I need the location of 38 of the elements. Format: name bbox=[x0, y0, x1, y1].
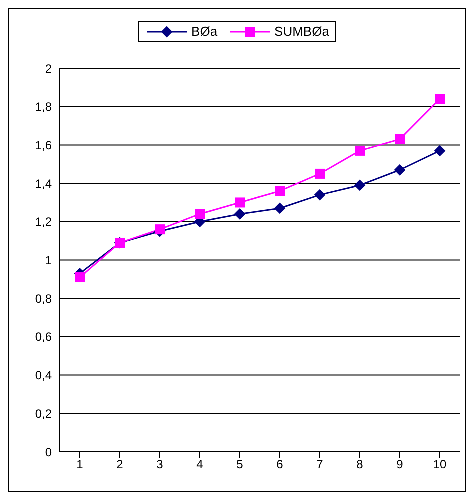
point bbox=[355, 146, 365, 156]
x-tick-label: 7 bbox=[316, 458, 324, 472]
y-tick-label: 1,6 bbox=[35, 138, 52, 152]
point bbox=[314, 190, 326, 201]
point bbox=[75, 272, 85, 283]
point bbox=[354, 180, 366, 191]
y-tick-label: 1,2 bbox=[35, 215, 52, 230]
x-tick-label: 6 bbox=[276, 458, 284, 472]
point bbox=[275, 186, 285, 196]
point bbox=[274, 202, 286, 214]
x-tick-label: 8 bbox=[356, 458, 364, 472]
x-tick-label: 5 bbox=[236, 458, 244, 472]
y-tick-label: 1,8 bbox=[35, 100, 52, 114]
x-tick-label: 4 bbox=[196, 458, 204, 472]
point bbox=[234, 208, 246, 220]
point bbox=[315, 168, 325, 179]
x-tick-label: 3 bbox=[156, 458, 164, 472]
x-tick-label: 2 bbox=[116, 458, 124, 472]
point bbox=[235, 198, 245, 208]
point bbox=[394, 164, 406, 176]
y-tick-label: 0 bbox=[45, 445, 52, 460]
point bbox=[434, 145, 446, 156]
legend-label: BØa bbox=[192, 24, 218, 39]
y-tick-label: 0,8 bbox=[35, 292, 52, 306]
point bbox=[155, 224, 165, 235]
point bbox=[395, 134, 405, 144]
y-tick-label: 1 bbox=[45, 254, 52, 268]
x-tick-label: 9 bbox=[396, 458, 404, 472]
y-tick-label: 0,6 bbox=[35, 330, 52, 344]
legend-label: SUMBØa bbox=[274, 24, 330, 39]
x-tick-label: 1 bbox=[76, 458, 84, 472]
y-tick-label: 0,2 bbox=[35, 406, 52, 421]
y-tick-label: 2 bbox=[45, 62, 52, 76]
x-tick-label: 10 bbox=[433, 458, 447, 472]
point bbox=[195, 209, 205, 220]
point bbox=[435, 94, 445, 104]
y-tick-label: 0,4 bbox=[35, 368, 52, 383]
y-tick-label: 1,4 bbox=[35, 176, 52, 191]
